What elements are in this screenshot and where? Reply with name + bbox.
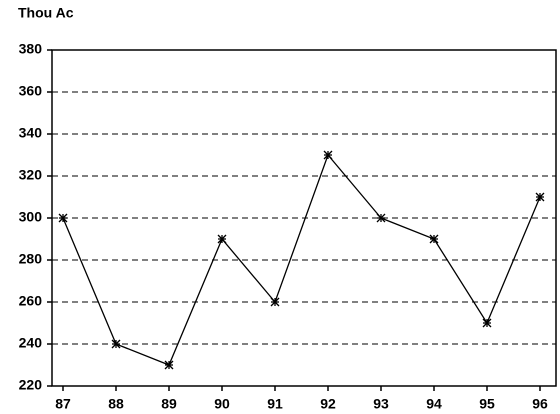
marker-stroke (217, 234, 227, 244)
x-tick-label: 89 (161, 396, 177, 412)
x-tick-label: 96 (532, 396, 548, 412)
x-tick-label: 94 (426, 396, 442, 412)
marker-stroke (164, 360, 174, 370)
y-tick-label: 280 (19, 251, 43, 267)
marker-stroke (376, 213, 386, 223)
marker (217, 234, 227, 244)
marker (111, 339, 121, 349)
y-tick-label: 360 (19, 83, 43, 99)
x-tick-label: 93 (373, 396, 389, 412)
y-tick-label: 300 (19, 209, 43, 225)
y-tick-label: 240 (19, 335, 43, 351)
line (62, 153, 541, 366)
marker (429, 234, 439, 244)
marker (58, 213, 68, 223)
x-tick-label: 87 (55, 396, 71, 412)
marker (376, 213, 386, 223)
x-tick-label: 91 (267, 396, 283, 412)
y-tick-label: 260 (19, 293, 43, 309)
marker-stroke (535, 192, 545, 202)
x-tick-label: 90 (214, 396, 230, 412)
x-tick-label: 95 (479, 396, 495, 412)
y-tick-label: 380 (19, 41, 43, 57)
marker (164, 360, 174, 370)
x-tick-label: 92 (320, 396, 336, 412)
marker-stroke (482, 318, 492, 328)
marker (482, 318, 492, 328)
y-tick-label: 220 (19, 377, 43, 393)
marker-stroke (323, 150, 333, 160)
y-tick-label: 320 (19, 167, 43, 183)
chart-title: Thou Ac (18, 5, 74, 21)
marker-stroke (58, 213, 68, 223)
y-tick-label: 340 (19, 125, 43, 141)
marker (323, 150, 333, 160)
marker-stroke (270, 297, 280, 307)
x-tick-label: 88 (108, 396, 124, 412)
marker-stroke (111, 339, 121, 349)
marker (270, 297, 280, 307)
marker-stroke (429, 234, 439, 244)
marker (535, 192, 545, 202)
